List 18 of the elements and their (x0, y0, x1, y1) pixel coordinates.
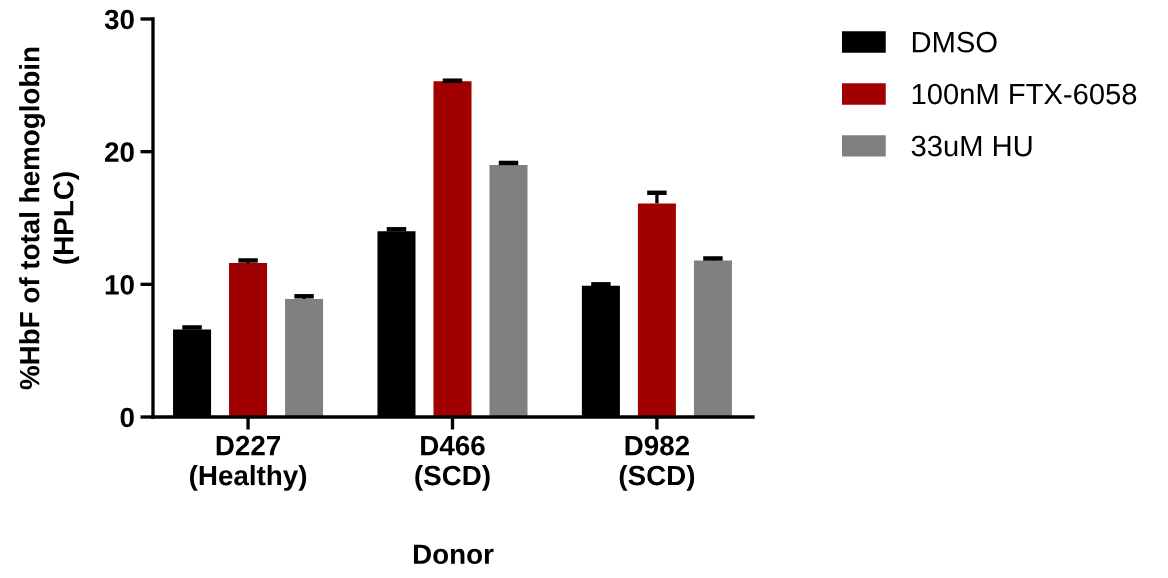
x-axis-title: Donor (413, 544, 494, 565)
legend-label: 33uM HU (911, 135, 1032, 157)
bar (693, 260, 732, 417)
y-tick-label: 20 (105, 142, 134, 163)
bar (433, 81, 472, 417)
bar (285, 298, 324, 417)
y-tick-label: 0 (120, 407, 134, 428)
bar (489, 164, 528, 417)
bar (637, 203, 676, 417)
y-tick-label: 30 (104, 9, 134, 30)
legend-label: 100nM FTX-6058 (912, 83, 1137, 105)
x-tick-label: D227 (Healthy) (190, 435, 307, 491)
x-tick-label: D466 (SCD) (415, 435, 490, 491)
bar (229, 263, 268, 417)
y-tick-label: 10 (105, 275, 134, 295)
x-tick-label: D982 (SCD) (619, 435, 695, 491)
y-axis-title: %HbF of total hemoglobin (HPLC) (19, 47, 80, 390)
legend-label: DMSO (912, 31, 997, 53)
